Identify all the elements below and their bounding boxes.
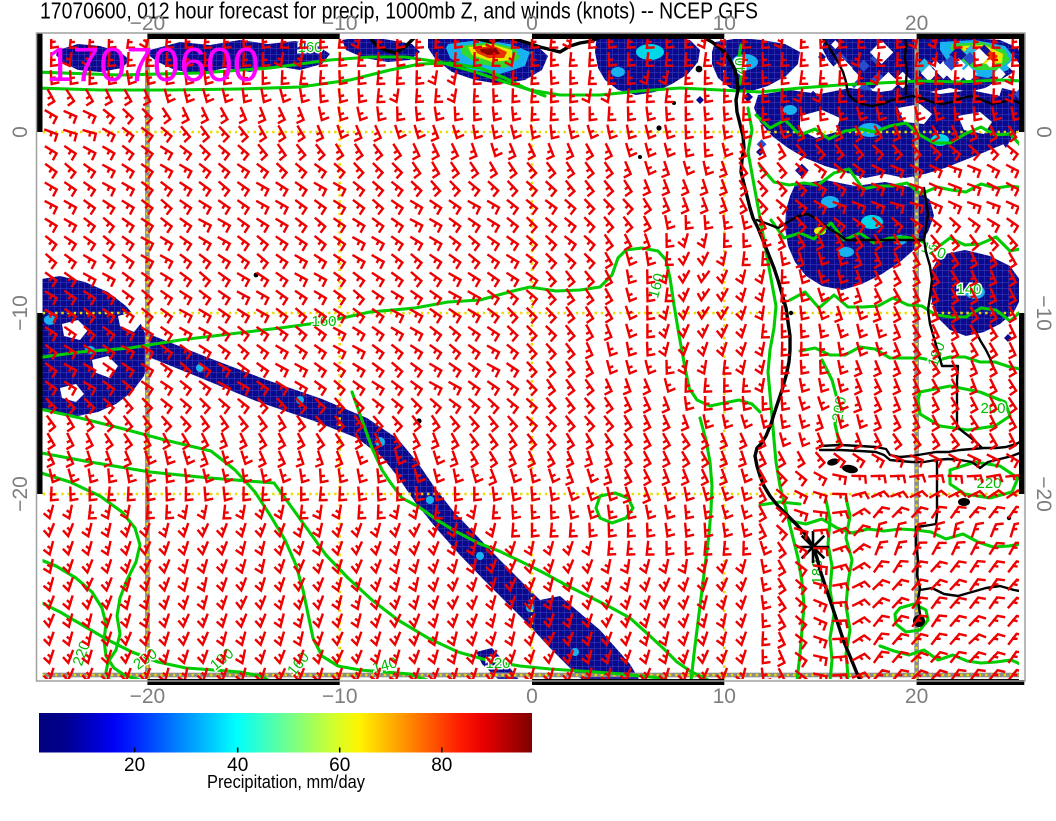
svg-text:80: 80	[431, 755, 452, 776]
svg-text:−10: −10	[9, 295, 32, 331]
svg-text:Precipitation, mm/day: Precipitation, mm/day	[207, 772, 365, 792]
svg-text:−20: −20	[1032, 476, 1055, 512]
svg-text:0: 0	[526, 12, 538, 35]
svg-text:0: 0	[9, 126, 32, 138]
svg-text:0: 0	[1032, 126, 1055, 138]
svg-text:0: 0	[526, 685, 538, 708]
svg-text:−10: −10	[322, 12, 358, 35]
svg-text:40: 40	[227, 755, 248, 776]
svg-text:17070600, 012 hour forecast fo: 17070600, 012 hour forecast for precip, …	[40, 0, 758, 24]
svg-text:10: 10	[713, 12, 736, 35]
svg-text:20: 20	[905, 12, 928, 35]
svg-text:10: 10	[713, 685, 736, 708]
svg-text:−20: −20	[9, 476, 32, 512]
svg-text:17070600: 17070600	[46, 39, 260, 92]
svg-text:−20: −20	[130, 685, 166, 708]
svg-text:20: 20	[124, 755, 145, 776]
svg-text:−10: −10	[1032, 295, 1055, 331]
svg-text:140: 140	[956, 281, 981, 298]
svg-text:160: 160	[311, 313, 336, 330]
svg-text:−10: −10	[322, 685, 358, 708]
svg-text:60: 60	[329, 755, 350, 776]
svg-text:200: 200	[980, 400, 1005, 417]
svg-text:20: 20	[905, 685, 928, 708]
svg-text:−20: −20	[130, 12, 166, 35]
